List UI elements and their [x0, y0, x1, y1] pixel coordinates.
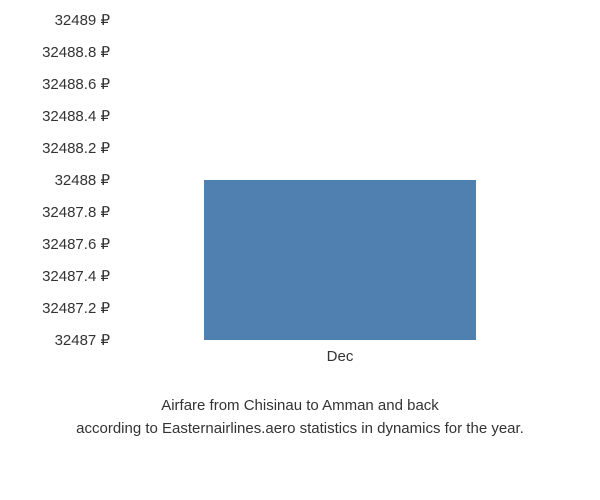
y-tick-label: 32489 ₽ — [55, 11, 110, 29]
chart-caption-line1: Airfare from Chisinau to Amman and back — [20, 395, 580, 418]
y-tick-label: 32488 ₽ — [55, 171, 110, 189]
y-tick-label: 32487.8 ₽ — [42, 203, 110, 221]
chart-caption-line2: according to Easternairlines.aero statis… — [20, 418, 580, 441]
y-tick-label: 32487 ₽ — [55, 331, 110, 349]
y-tick-label: 32488.8 ₽ — [42, 43, 110, 61]
plot-area: Dec — [120, 20, 560, 340]
y-tick-label: 32487.2 ₽ — [42, 299, 110, 317]
bar — [204, 180, 477, 340]
y-tick-label: 32488.2 ₽ — [42, 139, 110, 157]
y-axis: 32489 ₽32488.8 ₽32488.6 ₽32488.4 ₽32488.… — [20, 20, 115, 340]
airfare-chart: 32489 ₽32488.8 ₽32488.6 ₽32488.4 ₽32488.… — [20, 20, 560, 340]
y-tick-label: 32487.4 ₽ — [42, 267, 110, 285]
y-tick-label: 32488.4 ₽ — [42, 107, 110, 125]
x-tick-label: Dec — [327, 348, 354, 365]
y-tick-label: 32488.6 ₽ — [42, 75, 110, 93]
y-tick-label: 32487.6 ₽ — [42, 235, 110, 253]
